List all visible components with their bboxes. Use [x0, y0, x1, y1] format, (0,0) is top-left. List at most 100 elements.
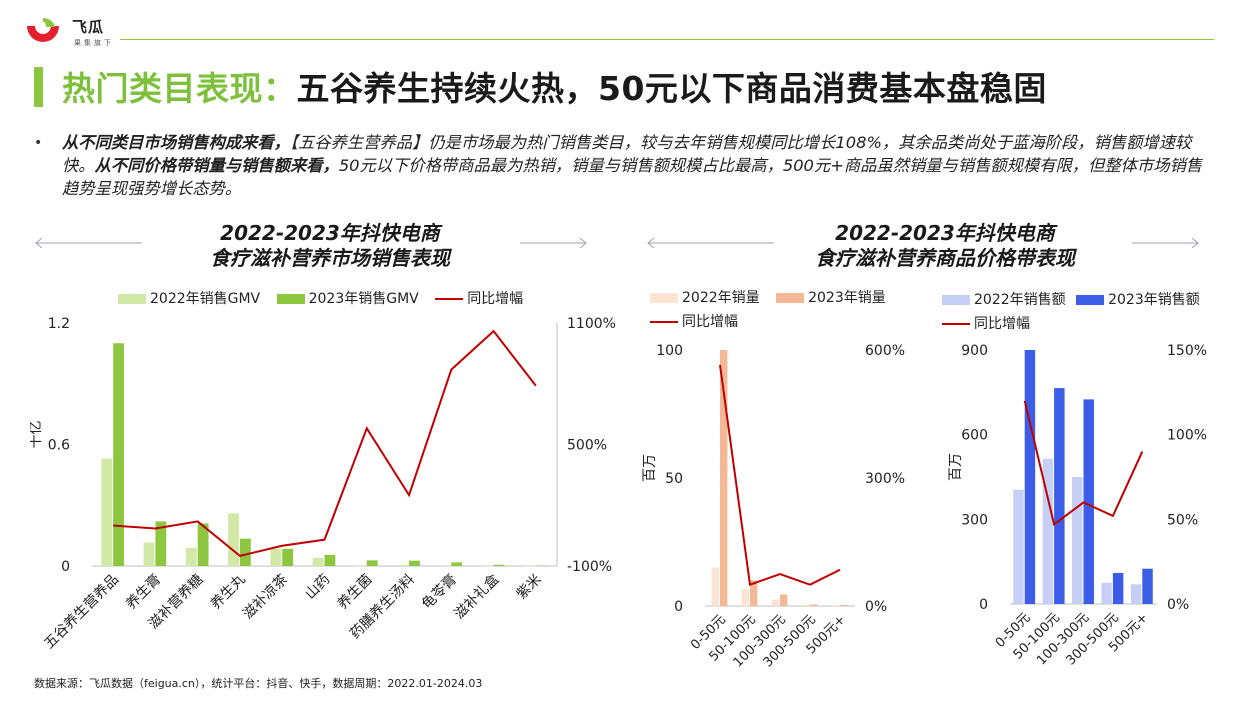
right-arrow-icon	[520, 237, 587, 249]
legend-swatch	[650, 293, 678, 303]
bar	[1054, 388, 1065, 604]
left-arrow-icon	[647, 237, 774, 249]
brand-name: 飞瓜	[72, 18, 105, 36]
y2-tick-label: 0%	[1167, 597, 1189, 613]
y-tick-label: 300	[961, 512, 988, 528]
bar	[282, 548, 294, 566]
brand-tagline: 果集旗下	[74, 39, 114, 47]
y2-tick-label: 50%	[1167, 512, 1198, 528]
title-highlight: 热门类目表现：	[62, 69, 297, 108]
bar	[1024, 350, 1036, 604]
y2-tick-label: 0%	[865, 599, 887, 615]
bar	[143, 542, 155, 566]
bar	[312, 557, 324, 566]
bar	[155, 521, 167, 566]
y-tick-label: 0.6	[48, 438, 70, 454]
y-tick-label: 0	[979, 597, 988, 613]
x-tick-label: 滋补凉茶	[240, 572, 291, 623]
legend-item: 2023年销量	[776, 290, 886, 306]
legend-line	[435, 298, 464, 300]
legend-label: 2022年销售GMV	[150, 291, 261, 307]
legend-label: 同比增幅	[682, 314, 738, 330]
bar	[1130, 584, 1142, 604]
legend-label: 同比增幅	[467, 291, 524, 307]
y-tick-label: 1.2	[48, 316, 70, 332]
legend-swatch	[942, 295, 970, 305]
legend-item: 2022年销量	[650, 290, 760, 306]
summary-bold-2: 从不同价格带销量与销售额来看，	[94, 156, 339, 175]
bar	[831, 605, 839, 606]
chart1-legend: 2022年销售GMV 2023年销售GMV 同比增幅	[118, 288, 535, 308]
bar	[750, 580, 758, 606]
chart2a-legend: 2022年销量 2023年销量	[650, 287, 898, 307]
chart2b-legend-line: 同比增幅	[942, 313, 1042, 333]
bar	[113, 343, 124, 566]
chart1-title: 2022-2023年抖快电商 食疗滋补营养市场销售表现	[150, 221, 510, 271]
chart2a-legend-line: 同比增幅	[650, 311, 750, 331]
x-tick-label: 养生菌	[335, 572, 376, 613]
bullet-dot: •	[34, 135, 43, 151]
x-tick-label: 龟苓膏	[418, 571, 460, 613]
x-tick-label: 五谷养生营养品	[41, 572, 122, 653]
y-tick-label: 50	[665, 471, 683, 487]
legend-swatch	[776, 293, 805, 303]
feigua-logo-icon	[27, 18, 59, 42]
data-source: 数据来源：飞瓜数据（feigua.cn），统计平台：抖音、快手，数据周期：202…	[34, 677, 483, 690]
bar	[535, 565, 547, 567]
bar	[366, 560, 378, 566]
bar	[524, 565, 535, 567]
legend-item: 2023年销售GMV	[276, 291, 419, 307]
legend-label: 2022年销量	[682, 290, 760, 306]
bar	[711, 567, 719, 606]
y-tick-label: 100	[656, 343, 683, 359]
summary-text-1: 【五谷养生营养品】仍是市场最为热门销售类目，较与去年销售规模同比增长108%，其…	[62, 133, 1192, 175]
y-tick-label: 600	[961, 428, 988, 444]
bar	[801, 604, 809, 606]
x-tick-label: 养生膏	[123, 571, 165, 613]
bar	[324, 554, 336, 566]
bar	[197, 523, 209, 566]
bar	[439, 565, 451, 566]
legend-item: 2022年销售GMV	[118, 291, 260, 307]
chart2a-svg: 100500600%300%0%百万0-50元50-100元100-300元30…	[642, 343, 905, 670]
legend-item: 同比增幅	[942, 316, 1030, 332]
left-arrow-icon	[35, 237, 142, 249]
summary-text: 从不同类目市场销售构成来看，【五谷养生营养品】仍是市场最为热门销售类目，较与去年…	[62, 131, 1212, 200]
bar	[720, 350, 728, 606]
x-tick-label: 山药	[302, 572, 333, 603]
bar	[840, 604, 848, 606]
legend-label: 2023年销售额	[1108, 292, 1200, 308]
legend-item: 同比增幅	[650, 314, 738, 330]
bar	[1013, 489, 1024, 604]
legend-label: 2023年销售GMV	[308, 291, 419, 307]
title-accent-bar	[34, 67, 43, 107]
chart2b-legend: 2022年销售额 2023年销售额	[942, 289, 1200, 309]
legend-swatch	[1076, 295, 1105, 305]
x-tick-label: 滋补礼盒	[451, 571, 503, 623]
y2-tick-label: 500%	[567, 438, 607, 454]
summary-bold-1: 从不同类目市场销售构成来看，	[62, 133, 290, 152]
page-title: 热门类目表现：五谷养生持续火热，50元以下商品消费基本盘稳固	[62, 62, 1047, 110]
y-tick-label: 0	[61, 559, 70, 575]
summary-text-2: 50元以下价格带商品最为热销，销量与销售额规模占比最高，500元+商品虽然销量与…	[62, 156, 1203, 198]
bar	[493, 564, 505, 566]
bar	[771, 599, 779, 606]
legend-item: 2022年销售额	[942, 292, 1066, 308]
legend-label: 2023年销量	[808, 290, 886, 306]
title-rest: 五谷养生持续火热，50元以下商品消费基本盘稳固	[296, 69, 1047, 108]
legend-item: 同比增幅	[435, 291, 523, 307]
bar	[481, 565, 493, 567]
bar	[1142, 568, 1153, 604]
bar	[354, 565, 366, 566]
chart2-title-line1: 2022-2023年抖快电商	[835, 221, 1055, 245]
y2-tick-label: 150%	[1167, 343, 1207, 359]
legend-swatch	[118, 294, 146, 304]
x-tick-label: 紫米	[514, 572, 545, 603]
y2-tick-label: 300%	[865, 471, 905, 487]
y2-tick-label: 1100%	[567, 316, 616, 332]
y-axis-label: 百万	[948, 453, 964, 481]
bar	[409, 560, 420, 566]
y-axis-label: 百万	[642, 454, 658, 482]
bar	[1042, 458, 1054, 604]
